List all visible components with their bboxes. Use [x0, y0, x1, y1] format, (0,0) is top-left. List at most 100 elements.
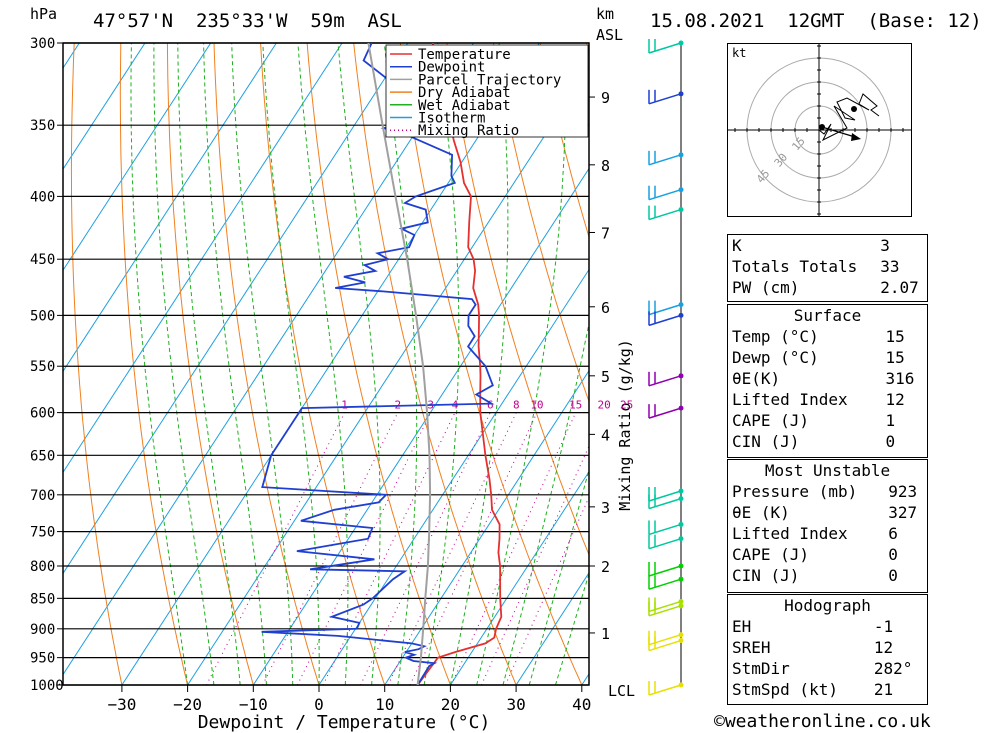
table-section-title-row: Hodograph [728, 595, 927, 616]
wind-barb-shaft [648, 407, 682, 419]
table-section-title: Hodograph [784, 596, 871, 615]
wet-adiabat-line [337, 43, 381, 685]
legend-entry: Dry Adiabat [418, 85, 511, 101]
dry-adiabat-line [260, 43, 386, 685]
isotherm-line [252, 167, 589, 685]
km-tick-label: 2 [601, 558, 610, 576]
wind-barb-shaft [648, 314, 682, 327]
mixing-ratio-line [296, 412, 432, 685]
table-row: Temp (°C) 15 [728, 326, 927, 347]
pressure-tick-label: 700 [30, 488, 55, 504]
index-value: 327 [888, 503, 918, 522]
pressure-tick-label: 550 [30, 359, 55, 375]
wind-barb-shaft [648, 93, 682, 105]
km-tick-label: 5 [601, 368, 610, 386]
isotherm-line [63, 43, 277, 373]
dry-adiabat-line [399, 43, 583, 685]
wet-adiabat-line [177, 43, 241, 685]
index-value: 12 [873, 638, 894, 657]
km-tick-label: 3 [601, 499, 610, 517]
x-tick-label: −30 [107, 695, 136, 714]
index-label: CIN (J) [732, 432, 800, 451]
index-value: 15 [885, 327, 905, 346]
hodograph-indices-table: Hodograph EH -1 SREH 12 StmDir 282° StmSpd (kt)… [728, 595, 927, 700]
index-label: Temp (°C) [732, 327, 819, 346]
dry-adiabat-line [539, 43, 589, 239]
x-tick-label: 40 [572, 695, 591, 714]
legend-entry: Dewpoint [418, 60, 485, 76]
hodograph-trace [818, 93, 880, 142]
table-section-title-row: Surface [728, 305, 927, 326]
table-row: θE(K) 316 [728, 368, 927, 389]
dry-adiabat-line [952, 25, 1000, 685]
wet-adiabat-line [297, 43, 349, 685]
x-tick-label: −10 [239, 695, 268, 714]
mixing-ratio-label: 10 [530, 399, 543, 412]
index-label: CAPE (J) [732, 411, 810, 430]
dry-adiabat-line [492, 43, 589, 403]
pressure-tick-label: 950 [30, 651, 55, 667]
legend-box [385, 44, 589, 138]
km-tick-label: 9 [601, 89, 610, 107]
index-label: Dewp (°C) [732, 348, 819, 367]
table-row: SREH 12 [728, 637, 927, 658]
pressure-tick-label: 650 [30, 448, 55, 464]
dry-adiabat-line [70, 43, 123, 685]
isotherm-line [515, 571, 589, 685]
mixing-ratio-line [409, 412, 538, 685]
x-tick-label: 30 [506, 695, 525, 714]
wind-barb-shaft [648, 375, 682, 387]
wind-barb-shaft [648, 154, 682, 166]
table-row: Lifted Index 12 [728, 389, 927, 410]
wind-barb-shaft [648, 684, 682, 696]
index-value: 21 [873, 680, 894, 699]
credit-text: ©weatheronline.co.uk [714, 711, 931, 732]
wind-barb-shaft [648, 565, 682, 577]
wet-adiabat-line [231, 43, 294, 685]
wind-barb-shaft [648, 42, 682, 54]
table-row: Lifted Index 6 [728, 523, 927, 544]
legend-entry: Mixing Ratio [418, 123, 519, 139]
mixing-ratio-line [387, 412, 517, 685]
isotherm-line [121, 43, 540, 685]
series-line-temperature [416, 43, 503, 685]
index-label: Pressure (mb) [732, 482, 858, 501]
x-axis-title: Dewpoint / Temperature (°C) [198, 712, 491, 733]
index-value: 33 [880, 257, 900, 276]
legend-entry: Isotherm [418, 111, 485, 127]
dry-adiabat-line [213, 43, 320, 685]
isotherm-line [63, 43, 409, 575]
isotherm-line [63, 43, 212, 272]
wet-adiabat-line [262, 43, 320, 685]
mixing-ratio-label: 6 [487, 399, 494, 412]
index-value: -1 [873, 617, 894, 636]
table-row: CIN (J) 0 [728, 431, 927, 452]
basic-indices-box: K 3 Totals Totals 33 PW (cm) 2.07 [727, 234, 928, 302]
series-group [261, 43, 503, 685]
isotherm-line [0, 43, 14, 685]
table-row: Totals Totals 33 [728, 256, 927, 277]
isotherm-line [187, 66, 589, 685]
index-label: StmSpd (kt) [732, 680, 838, 699]
index-value: 3 [880, 236, 890, 255]
legend-entry: Temperature [418, 47, 511, 63]
wind-barb-shaft [648, 303, 682, 316]
isotherm-line [63, 43, 474, 676]
km-tick-label: 1 [601, 625, 610, 643]
wet-adiabat-line [528, 467, 589, 685]
index-value: 15 [885, 348, 905, 367]
storm-motion-arrowhead [851, 133, 861, 141]
asl-unit-label: ASL [596, 26, 624, 44]
basic-indices-table: K 3 Totals Totals 33 PW (cm) 2.07 [728, 235, 927, 298]
pressure-tick-label: 450 [30, 252, 55, 268]
index-value: 6 [888, 524, 898, 543]
table-row: CAPE (J) 0 [728, 544, 927, 565]
wet-adiabat-line [555, 571, 589, 685]
index-value: 0 [888, 566, 898, 585]
index-value: 0 [885, 432, 896, 451]
km-tick-label: 6 [601, 299, 610, 317]
surface-box: Surface Temp (°C) 15 Dewp (°C) 15 θE(K) 316 Lif… [727, 304, 928, 458]
